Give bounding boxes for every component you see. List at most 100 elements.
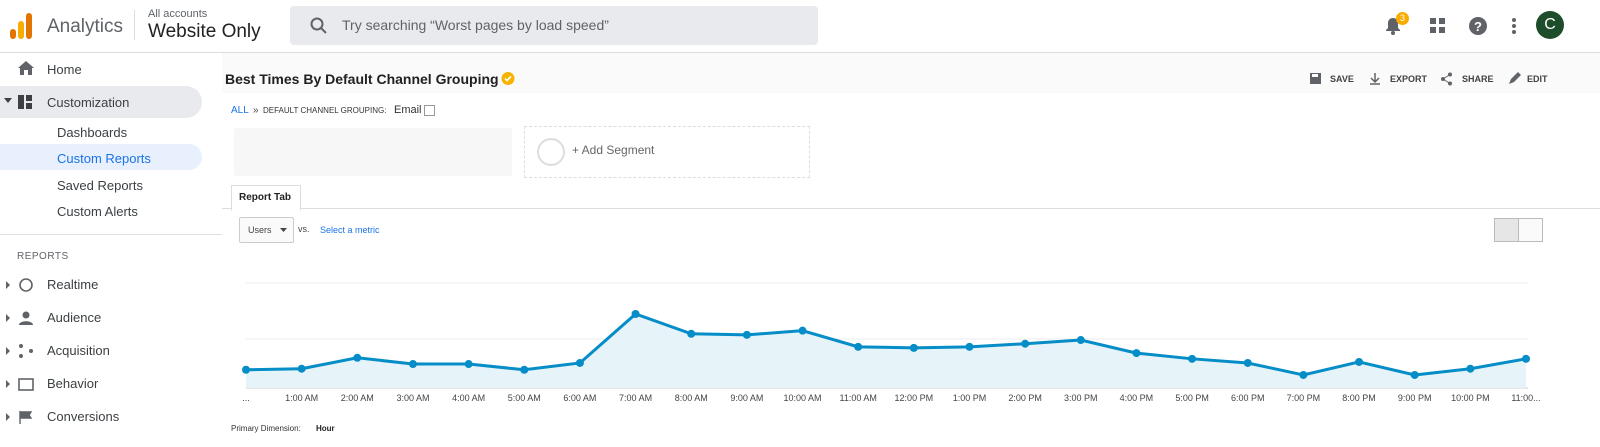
sub-nav-item[interactable]: Dashboards xyxy=(57,125,128,140)
x-tick-label: 7:00 PM xyxy=(1287,393,1321,403)
area xyxy=(246,313,1526,388)
breadcrumb-dimension: DEFAULT CHANNEL GROUPING: xyxy=(263,106,387,115)
point xyxy=(687,329,696,338)
section-label: REPORTS xyxy=(17,251,69,262)
action-share[interactable]: SHARE xyxy=(1462,74,1494,84)
point xyxy=(909,343,918,352)
tab[interactable]: Report Tab xyxy=(231,185,301,211)
account-path[interactable]: All accounts xyxy=(148,8,208,20)
action-icons xyxy=(1310,72,1521,86)
search-placeholder: Try searching “Worst pages by load speed… xyxy=(342,17,609,33)
point xyxy=(631,309,640,318)
motion-chart-toggle[interactable] xyxy=(1518,218,1543,242)
nav-item[interactable]: Acquisition xyxy=(47,343,110,358)
point xyxy=(1299,370,1308,379)
logo xyxy=(10,13,32,39)
caret xyxy=(280,228,287,232)
primary-dimension: Hour xyxy=(316,424,335,433)
top-bar: Analytics All accounts Website Only Try … xyxy=(0,0,1600,53)
point xyxy=(242,365,250,374)
point xyxy=(464,360,473,369)
x-tick-label: ... xyxy=(242,393,250,403)
x-tick-label: 9:00 AM xyxy=(730,393,763,403)
vs-label: vs. xyxy=(298,224,310,234)
help-icon[interactable]: ? xyxy=(1468,16,1488,36)
apps-icon[interactable] xyxy=(1430,18,1446,34)
add-segment-box[interactable]: + Add Segment xyxy=(524,126,810,178)
x-tick-label: 3:00 AM xyxy=(396,393,429,403)
x-tick-label: 6:00 PM xyxy=(1231,393,1265,403)
x-tick-label: 2:00 PM xyxy=(1008,393,1042,403)
nav-selected-bg xyxy=(0,144,202,170)
segment-circle xyxy=(537,138,565,166)
x-tick-label: 5:00 PM xyxy=(1175,393,1209,403)
x-tick-label: 4:00 AM xyxy=(452,393,485,403)
nav-item[interactable]: Audience xyxy=(47,310,102,325)
more-icon[interactable] xyxy=(1511,16,1517,36)
x-tick-label: 12:00 PM xyxy=(895,393,934,403)
report-title: Best Times By Default Channel Grouping xyxy=(225,71,499,87)
point xyxy=(575,358,584,367)
point xyxy=(1466,364,1475,373)
nav-item[interactable]: Customization xyxy=(47,95,130,110)
dropdown[interactable] xyxy=(424,105,435,116)
action-save[interactable]: SAVE xyxy=(1330,74,1354,84)
caret xyxy=(4,98,12,103)
report-icons xyxy=(6,278,34,424)
x-tick-label: 1:00 AM xyxy=(285,393,318,403)
x-tick-label: 10:00 AM xyxy=(784,393,822,403)
breadcrumb-value[interactable]: Email xyxy=(394,104,422,116)
point xyxy=(353,353,362,362)
segment-blurred xyxy=(234,128,512,176)
property-name[interactable]: Website Only xyxy=(148,21,261,42)
point xyxy=(965,342,974,351)
home-icon xyxy=(18,61,34,75)
divider xyxy=(0,234,222,235)
metric-select[interactable]: Users xyxy=(239,217,294,243)
sidebar: Home Customization Dashboards Custom Rep… xyxy=(0,53,222,447)
x-tick-label: 9:00 PM xyxy=(1398,393,1432,403)
x-tick-label: 8:00 PM xyxy=(1342,393,1376,403)
nav-active-bg xyxy=(0,86,202,118)
action-export[interactable]: EXPORT xyxy=(1390,74,1428,84)
point xyxy=(1243,358,1252,367)
point xyxy=(798,326,807,335)
x-tick-label: 6:00 AM xyxy=(563,393,596,403)
product-name: Analytics xyxy=(47,16,124,37)
sub-nav-item[interactable]: Custom Alerts xyxy=(57,204,138,219)
primary-dimension-label: Primary Dimension: xyxy=(231,424,301,433)
avatar[interactable]: C xyxy=(1536,11,1564,39)
nav-item[interactable]: Home xyxy=(47,62,82,77)
breadcrumb-all[interactable]: ALL xyxy=(231,105,249,116)
search-box[interactable]: Try searching “Worst pages by load speed… xyxy=(290,6,818,45)
point xyxy=(297,364,306,373)
point xyxy=(1076,336,1085,345)
sub-nav-item[interactable]: Custom Reports xyxy=(57,151,151,166)
point xyxy=(1132,349,1141,358)
nav-item[interactable]: Conversions xyxy=(47,409,120,424)
point xyxy=(1021,339,1030,348)
sub-nav-item[interactable]: Saved Reports xyxy=(57,178,143,193)
point xyxy=(854,342,863,351)
nav-item[interactable]: Behavior xyxy=(47,376,99,391)
x-tick-label: 8:00 AM xyxy=(675,393,708,403)
x-tick-label: 11:00 AM xyxy=(839,393,876,403)
x-tick-label: 7:00 AM xyxy=(619,393,652,403)
x-tick-label: 3:00 PM xyxy=(1064,393,1098,403)
nav-item[interactable]: Realtime xyxy=(47,277,99,292)
tab-line xyxy=(222,208,1600,209)
action-edit[interactable]: EDIT xyxy=(1527,74,1548,84)
add-segment: + Add Segment xyxy=(572,143,655,157)
point xyxy=(1355,357,1364,366)
line xyxy=(245,312,1527,377)
select-metric[interactable]: Select a metric xyxy=(320,225,380,235)
search-icon xyxy=(310,17,327,34)
point xyxy=(1188,354,1197,363)
point xyxy=(520,365,529,374)
x-tick-label: 10:00 PM xyxy=(1451,393,1490,403)
svg-text:?: ? xyxy=(1474,19,1482,34)
notification-badge: 3 xyxy=(1396,12,1409,25)
divider xyxy=(134,10,135,40)
point xyxy=(1410,370,1419,379)
